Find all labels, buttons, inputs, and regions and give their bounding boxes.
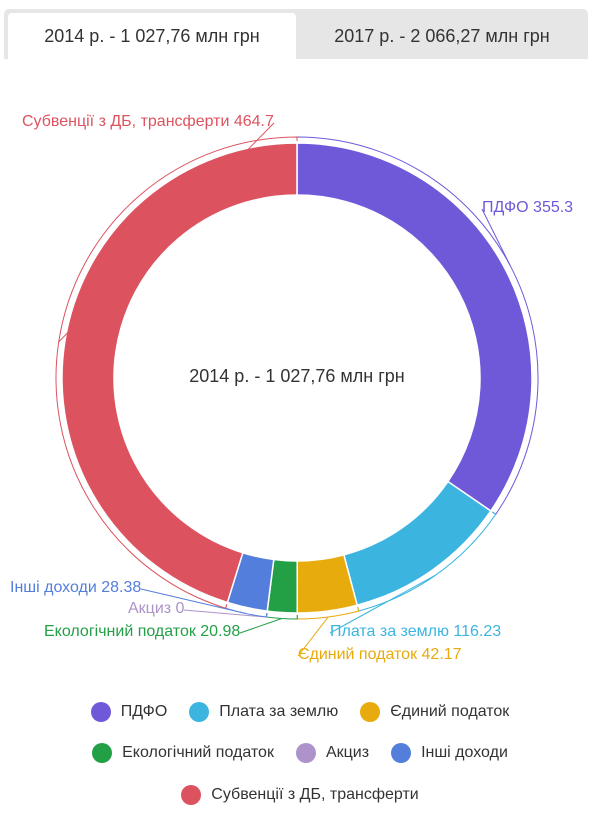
legend-item-other[interactable]: Інші доходи — [391, 743, 508, 763]
data-label-land: Плата за землю 116.23 — [330, 623, 502, 640]
legend-item-single-tax[interactable]: Єдиний податок — [360, 702, 509, 722]
data-label-other: Інші доходи 28.38 — [10, 579, 142, 596]
leader-line-4 — [183, 609, 267, 618]
legend-item-pdfo[interactable]: ПДФО — [90, 702, 167, 722]
legend-dot-icon — [360, 702, 381, 722]
leader-line-2 — [297, 616, 329, 657]
data-label-excise: Акциз 0 — [128, 600, 185, 617]
tab-bar: 2014 р. - 1 027,76 млн грн 2017 р. - 2 0… — [4, 9, 588, 59]
data-label-eco-tax: Екологічний податок 20.98 — [44, 623, 241, 640]
leader-line-3 — [239, 618, 282, 634]
leader-line-0 — [481, 208, 511, 266]
legend-row-3: Субвенції з ДБ, трансферти — [0, 785, 600, 805]
legend-dot-icon — [90, 702, 111, 722]
legend-dot-icon — [92, 743, 113, 763]
slice-6[interactable] — [61, 142, 298, 604]
leader-line-1 — [329, 574, 437, 634]
tab-2014[interactable]: 2014 р. - 1 027,76 млн грн — [8, 13, 296, 59]
label-bracket-3 — [265, 613, 298, 620]
data-label-pdfo: ПДФО 355.3 — [482, 199, 574, 216]
legend-dot-icon — [181, 785, 202, 805]
legend-item-eco-tax[interactable]: Екологічний податок — [92, 743, 274, 763]
legend-item-subventions[interactable]: Субвенції з ДБ, трансферти — [181, 785, 419, 805]
legend-dot-icon — [391, 743, 412, 763]
label-bracket-1 — [357, 511, 497, 612]
label-bracket-0 — [296, 136, 539, 516]
legend-row-2: Екологічний податок Акциз Інші доходи — [0, 743, 600, 763]
data-label-subventions: Субвенції з ДБ, трансферти 464.7 — [22, 113, 274, 130]
chart-center-title: 2014 р. - 1 027,76 млн грн — [189, 366, 405, 386]
tab-2017[interactable]: 2017 р. - 2 066,27 млн грн — [334, 26, 550, 46]
legend-row-1: ПДФО Плата за землю Єдиний податок — [0, 702, 600, 722]
leader-line-5 — [140, 588, 246, 614]
legend-dot-icon — [295, 743, 316, 763]
legend-dot-icon — [189, 702, 210, 722]
legend-item-land[interactable]: Плата за землю — [189, 702, 338, 722]
data-label-single-tax: Єдиний податок 42.17 — [298, 646, 462, 663]
leader-line-6 — [58, 122, 275, 343]
legend-item-excise[interactable]: Акциз — [295, 743, 369, 763]
